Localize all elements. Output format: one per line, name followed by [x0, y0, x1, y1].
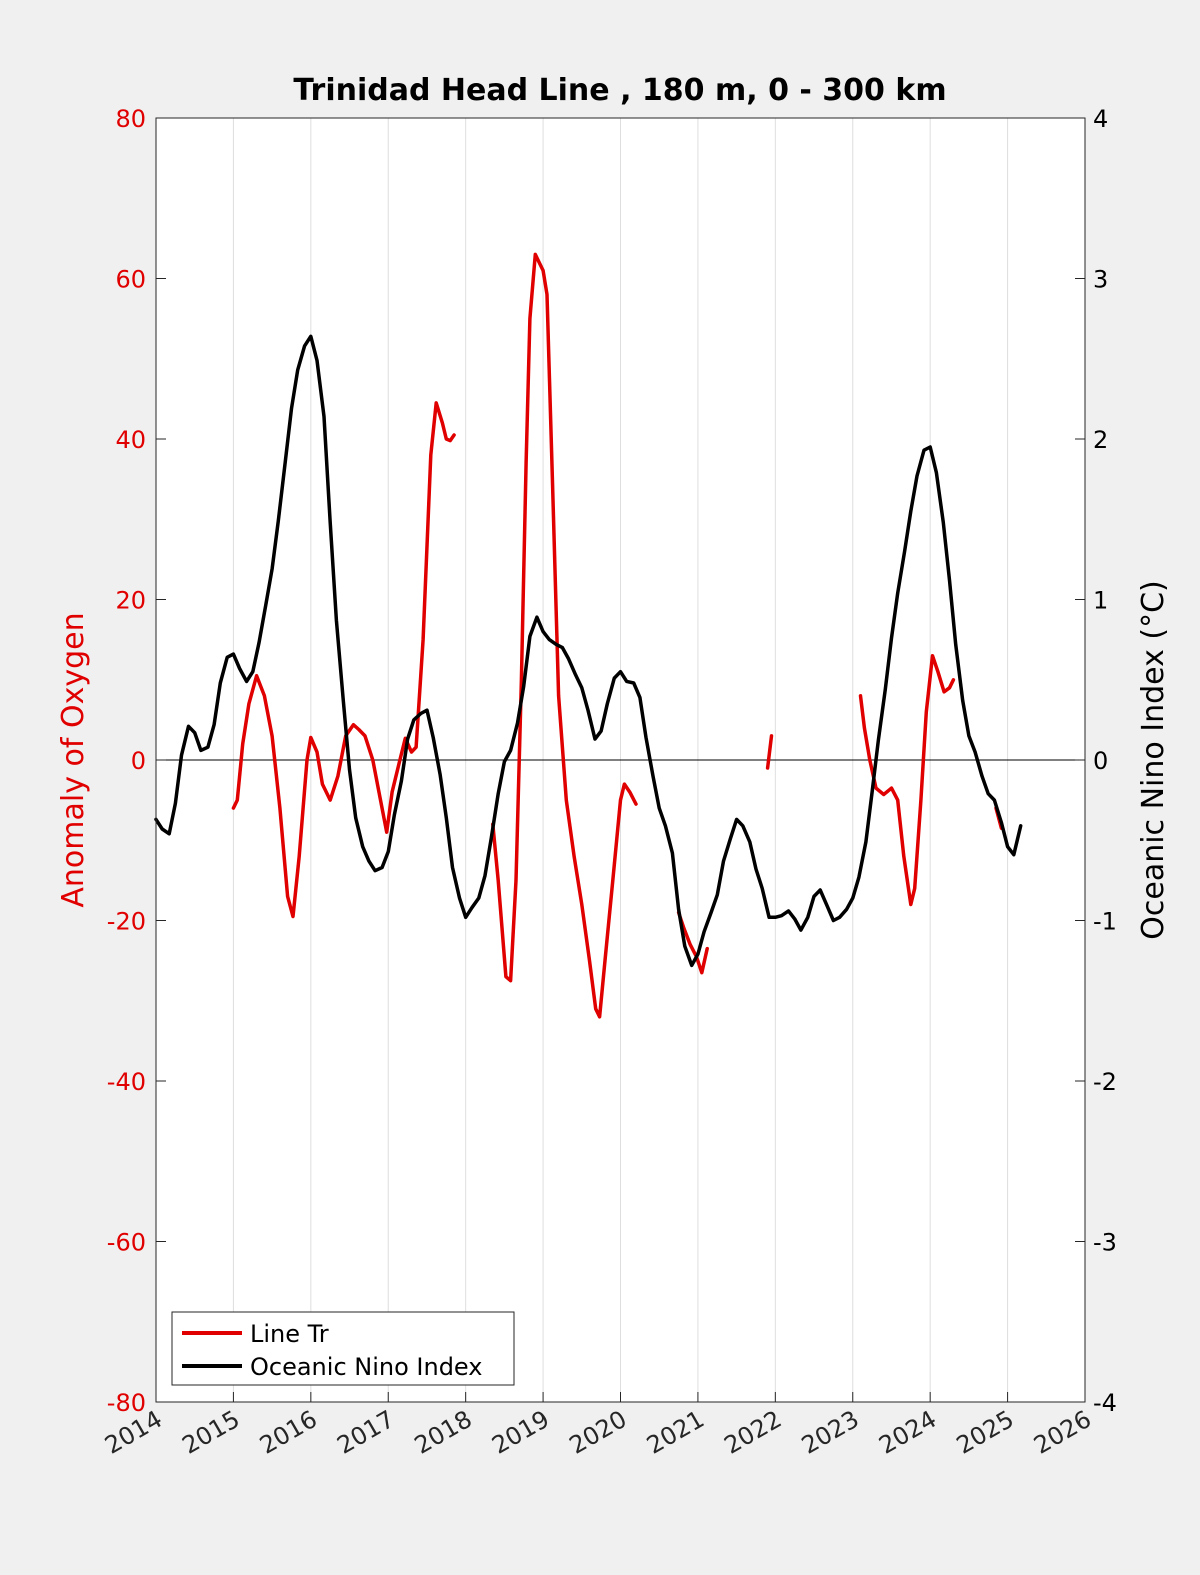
- y-right-tick-label: 0: [1093, 747, 1108, 775]
- oni-line: [154, 334, 1023, 968]
- y-left-tick-label: 80: [115, 105, 146, 133]
- oxygen-anomaly-line: [231, 401, 456, 919]
- legend-box: [171, 1311, 515, 1386]
- y-right-tick-label: -4: [1093, 1389, 1117, 1417]
- y-right-tick-label: -2: [1093, 1068, 1117, 1096]
- x-tick-label: 2016: [255, 1405, 322, 1460]
- y-left-tick-label: 0: [131, 747, 146, 775]
- y-right-tick-label: -3: [1093, 1229, 1117, 1257]
- oxygen-anomaly-line: [491, 252, 638, 1019]
- y-left-tick-label: -80: [107, 1389, 146, 1417]
- y-right-tick-label: 4: [1093, 105, 1108, 133]
- x-tick-label: 2015: [178, 1405, 245, 1460]
- legend-label-line-tr: Line Tr: [250, 1320, 329, 1348]
- x-tick-label: 2026: [1029, 1405, 1096, 1460]
- legend: Line Tr Oceanic Nino Index: [171, 1311, 515, 1386]
- legend-label-oni: Oceanic Nino Index: [250, 1353, 482, 1381]
- y-left-tick-label: 40: [115, 426, 146, 454]
- x-tick-label: 2022: [719, 1405, 786, 1460]
- x-tick-label: 2021: [642, 1405, 709, 1460]
- y-left-tick-label: -60: [107, 1229, 146, 1257]
- y-right-tick-label: 3: [1093, 266, 1108, 294]
- series-layer: [154, 252, 1023, 1019]
- y-axis-left-label: Anomaly of Oxygen: [56, 612, 91, 907]
- y-axis-right-label: Oceanic Nino Index (°C): [1136, 580, 1171, 940]
- x-tick-label: 2019: [487, 1405, 554, 1460]
- y-left-tick-label: 20: [115, 587, 146, 615]
- x-tick-label: 2018: [410, 1405, 477, 1460]
- x-tick-label: 2025: [952, 1405, 1019, 1460]
- oxygen-anomaly-line: [765, 734, 774, 770]
- chart-title: Trinidad Head Line , 180 m, 0 - 300 km: [293, 73, 946, 108]
- y-right-tick-label: 1: [1093, 587, 1108, 615]
- y-right-tick-label: 2: [1093, 426, 1108, 454]
- x-tick-label: 2017: [332, 1405, 399, 1460]
- y-left-tick-label: -20: [107, 908, 146, 936]
- ticks: 2014 2015 2016 2017 2018 2019 2020 2021 2022 2023…: [100, 105, 1117, 1460]
- y-left-tick-label: 60: [115, 266, 146, 294]
- x-tick-label: 2024: [874, 1405, 941, 1460]
- x-tick-label: 2020: [565, 1405, 632, 1460]
- y-right-tick-label: -1: [1093, 908, 1117, 936]
- x-tick-label: 2023: [797, 1405, 864, 1460]
- y-left-tick-label: -40: [107, 1068, 146, 1096]
